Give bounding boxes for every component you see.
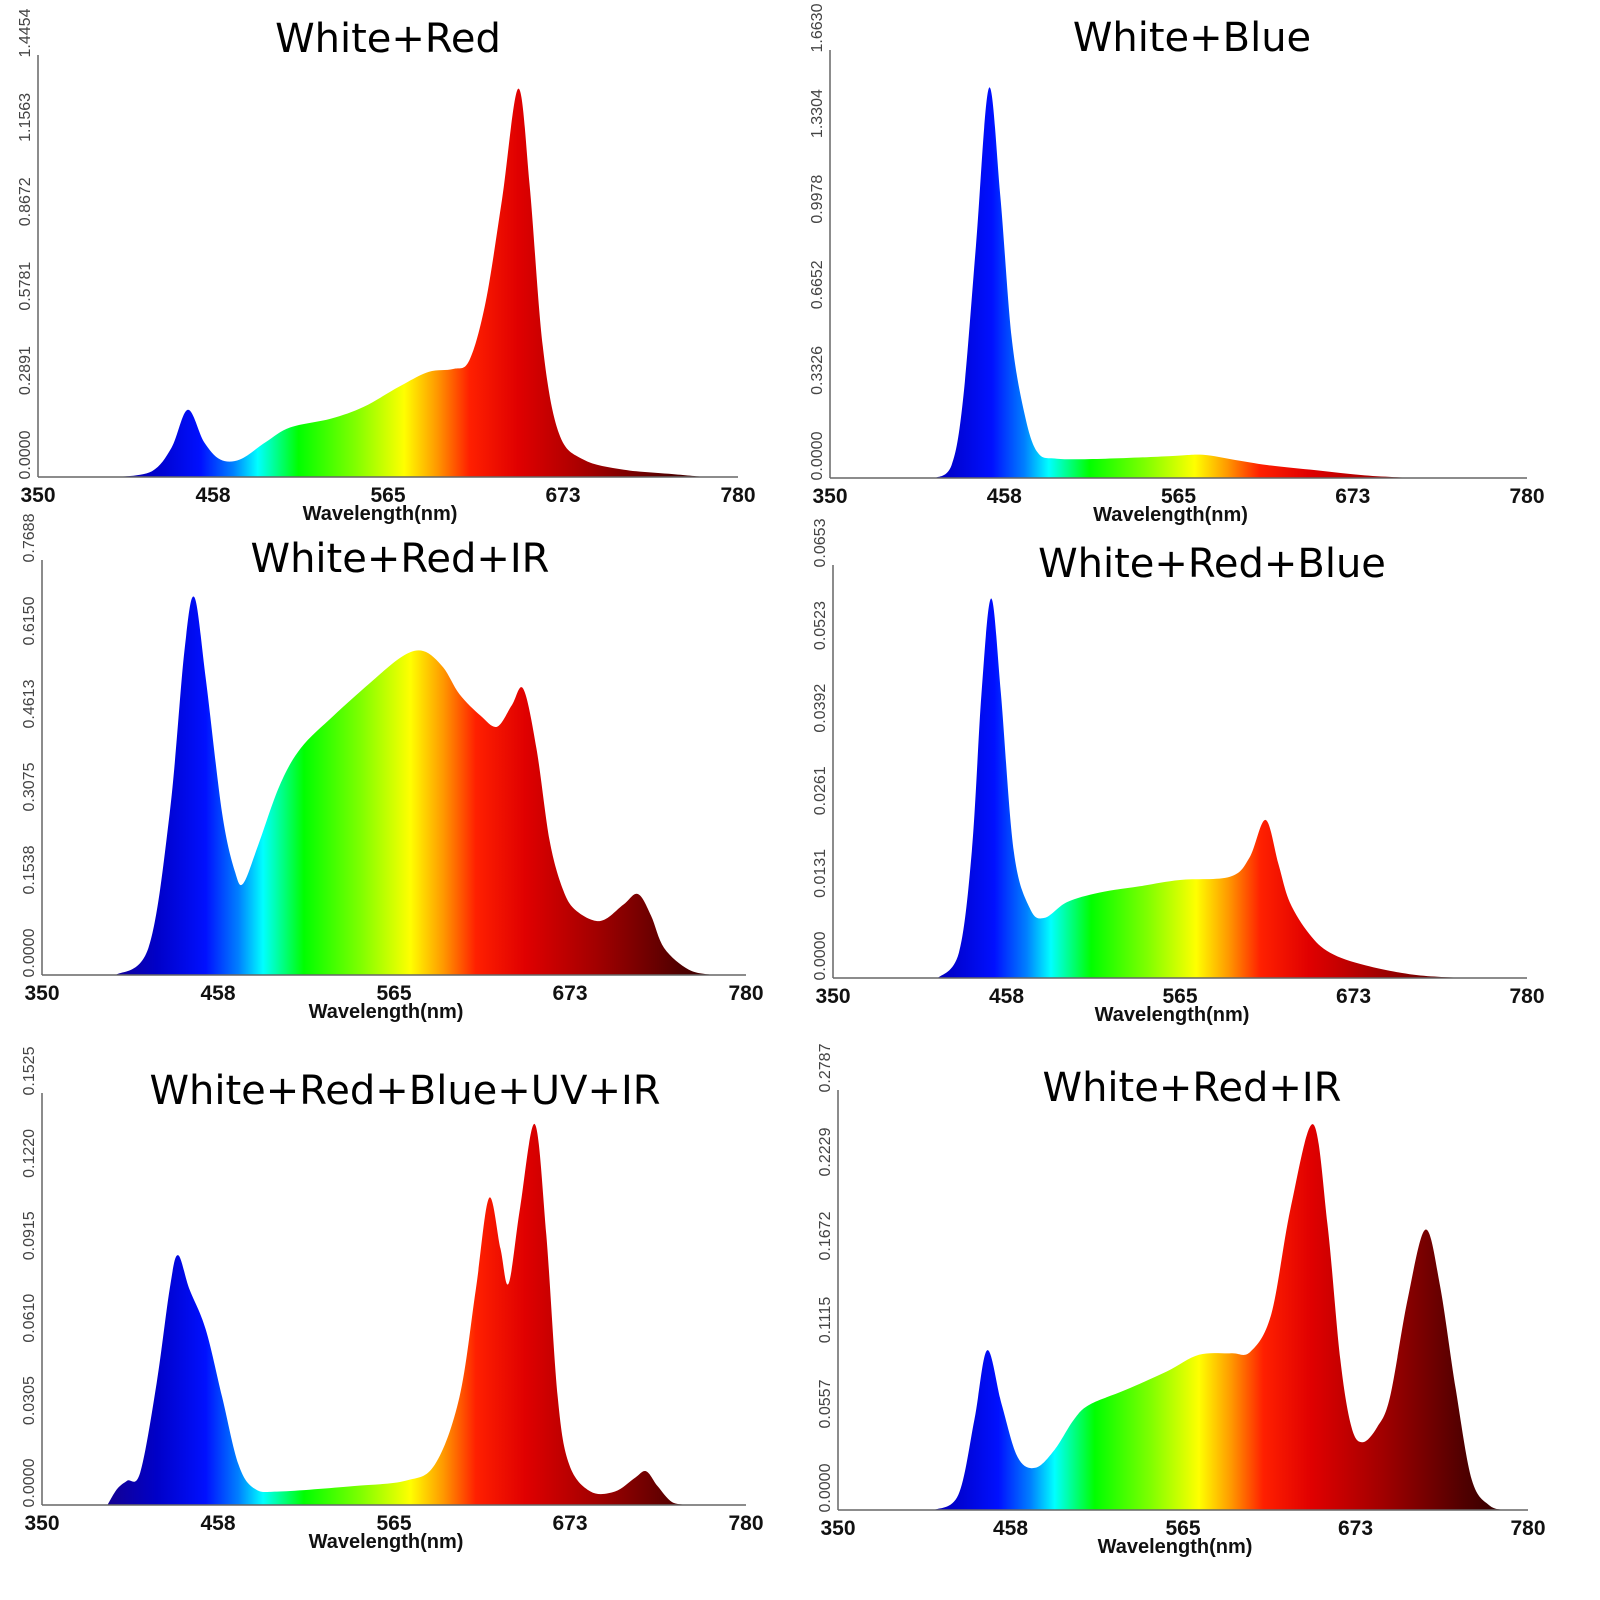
y-tick-label: 0.7688 (21, 513, 38, 562)
y-tick-label: 0.0261 (812, 766, 829, 815)
x-tick-label: 673 (552, 1512, 587, 1535)
y-tick-label: 0.3326 (809, 346, 826, 395)
spectrum-area (107, 1123, 689, 1505)
y-tick-label: 0.0653 (812, 518, 829, 567)
y-tick-label: 0.5781 (17, 262, 34, 311)
y-tick-label: 0.1525 (21, 1046, 38, 1095)
y-tick-label: 0.0000 (21, 1458, 38, 1507)
y-tick-label: 0.1538 (21, 845, 38, 894)
y-tick-label: 0.1672 (817, 1211, 834, 1260)
spectrum-area (937, 598, 1463, 978)
x-tick-label: 350 (812, 485, 847, 508)
chart-panel-6: White+Red+IR 350 458 565 673 780 Wavelength(nm… (817, 1043, 1545, 1558)
x-tick-label: 780 (728, 982, 763, 1005)
x-tick-label: 780 (1509, 485, 1544, 508)
x-tick-label: 565 (376, 982, 411, 1005)
y-tick-label: 0.0610 (21, 1294, 38, 1343)
y-tick-label: 0.9978 (809, 175, 826, 224)
x-tick-label: 458 (993, 1517, 1028, 1540)
y-tick-label: 0.2891 (17, 346, 34, 395)
x-tick-label: 673 (545, 484, 580, 507)
y-tick-label: 0.1220 (21, 1129, 38, 1178)
chart-panel-3: White+Red+IR 350 458 565 673 780 Wavelength(nm… (21, 513, 763, 1023)
x-tick-label: 673 (1338, 1517, 1373, 1540)
y-tick-label: 0.0000 (812, 931, 829, 980)
x-axis-label: Wavelength(nm) (1098, 1536, 1253, 1558)
y-tick-label: 0.6652 (809, 260, 826, 309)
chart-title: White+Red+IR (251, 536, 550, 582)
y-tick-label: 0.0000 (21, 928, 38, 977)
y-tick-label: 1.6630 (809, 3, 826, 52)
chart-title: White+Blue (1073, 15, 1311, 61)
x-tick-label: 673 (1336, 985, 1371, 1008)
spectrum-area (934, 1124, 1504, 1510)
x-axis-label: Wavelength(nm) (309, 1001, 464, 1023)
x-tick-label: 780 (1509, 985, 1544, 1008)
y-tick-label: 0.2787 (817, 1043, 834, 1092)
x-tick-label: 458 (200, 982, 235, 1005)
y-tick-label: 1.4454 (17, 8, 34, 57)
x-axis-label: Wavelength(nm) (1095, 1004, 1250, 1026)
x-tick-label: 350 (24, 1512, 59, 1535)
x-tick-label: 565 (1165, 1517, 1200, 1540)
y-tick-label: 0.4613 (21, 679, 38, 728)
x-tick-label: 350 (20, 484, 55, 507)
x-axis-label: Wavelength(nm) (1093, 504, 1248, 526)
spectrum-area (935, 87, 1414, 478)
chart-panel-2: White+Blue 350 458 565 673 780 Wavelength(nm) 0… (809, 3, 1544, 526)
x-tick-label: 458 (987, 485, 1022, 508)
y-tick-label: 0.0392 (812, 684, 829, 733)
chart-title: White+Red+Blue (1038, 541, 1386, 587)
spectrum-area (119, 88, 706, 478)
y-tick-label: 0.6150 (21, 596, 38, 645)
y-tick-label: 0.0000 (17, 430, 34, 479)
y-tick-label: 0.8672 (17, 177, 34, 226)
x-tick-label: 565 (1161, 485, 1196, 508)
x-tick-label: 458 (200, 1512, 235, 1535)
y-tick-label: 0.0305 (21, 1376, 38, 1425)
y-tick-label: 0.2229 (817, 1127, 834, 1176)
y-tick-label: 0.0557 (817, 1379, 834, 1428)
y-tick-label: 1.3304 (809, 89, 826, 138)
chart-title: White+Red (275, 16, 501, 62)
x-tick-label: 565 (1162, 985, 1197, 1008)
y-tick-label: 0.0131 (812, 849, 829, 898)
x-tick-label: 565 (376, 1512, 411, 1535)
chart-title: White+Red+IR (1043, 1065, 1342, 1111)
x-tick-label: 350 (820, 1517, 855, 1540)
x-tick-label: 350 (815, 985, 850, 1008)
x-tick-label: 673 (552, 982, 587, 1005)
x-axis-label: Wavelength(nm) (309, 1531, 464, 1553)
x-tick-label: 565 (370, 484, 405, 507)
x-tick-label: 780 (1510, 1517, 1545, 1540)
y-tick-label: 0.1115 (817, 1297, 834, 1344)
x-tick-label: 350 (24, 982, 59, 1005)
chart-panel-1: White+Red 350 458 565 673 780 Wavelength(nm) 0.… (17, 8, 755, 525)
chart-panel-5: White+Red+Blue+UV+IR 350 458 565 673 780 Wavel… (21, 1046, 763, 1553)
y-tick-label: 0.0523 (812, 601, 829, 650)
x-tick-label: 673 (1335, 485, 1370, 508)
spectrum-area (115, 596, 714, 975)
chart-title: White+Red+Blue+UV+IR (149, 1068, 660, 1114)
y-tick-label: 0.3075 (21, 762, 38, 811)
x-tick-label: 780 (720, 484, 755, 507)
y-tick-label: 1.1563 (17, 93, 34, 142)
y-tick-label: 0.0000 (817, 1463, 834, 1512)
x-tick-label: 458 (989, 985, 1024, 1008)
x-tick-label: 780 (728, 1512, 763, 1535)
y-tick-label: 0.0000 (809, 431, 826, 480)
y-tick-label: 0.0915 (21, 1211, 38, 1260)
x-tick-label: 458 (195, 484, 230, 507)
chart-panel-4: White+Red+Blue 350 458 565 673 780 Wavelength(… (812, 518, 1544, 1026)
x-axis-label: Wavelength(nm) (303, 503, 458, 525)
